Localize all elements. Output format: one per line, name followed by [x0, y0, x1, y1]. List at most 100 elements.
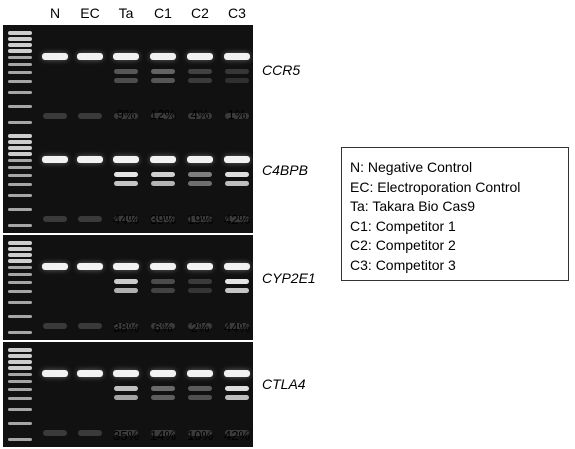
ladder-band [8, 360, 32, 364]
cleavage-band-c2 [188, 69, 212, 74]
cleavage-band-c1 [151, 386, 175, 391]
ladder-band [8, 134, 32, 138]
primer-smear [78, 216, 102, 222]
gel-panel-cyp2e1 [3, 235, 253, 340]
cleavage-band-c1 [151, 279, 175, 284]
cleavage-band-c1 [151, 172, 175, 177]
cleavage-band-c1 [151, 288, 175, 293]
cleavage-band-c2 [188, 386, 212, 391]
uncut-band-ta [113, 156, 139, 163]
ladder-band [8, 315, 32, 318]
legend-label: Takara Bio Cas9 [372, 198, 476, 214]
gene-label-ccr5: CCR5 [262, 62, 301, 78]
ladder-band [8, 281, 32, 284]
cleavage-band-c2 [188, 181, 212, 186]
cleavage-band-c3 [225, 279, 249, 284]
uncut-band-ec [77, 263, 103, 270]
lane-header-n: N [49, 5, 61, 21]
primer-smear [43, 323, 67, 329]
uncut-band-c2 [187, 156, 213, 163]
ladder-band [8, 380, 32, 383]
ladder-band [8, 241, 32, 245]
cleavage-band-c1 [151, 69, 175, 74]
cleavage-band-c3 [225, 181, 249, 186]
legend-box: N: Negative Control EC: Electroporation C… [341, 147, 569, 281]
uncut-band-n [42, 53, 68, 60]
cleavage-percent-ta: 9% [116, 107, 136, 122]
legend-item: EC: Electroporation Control [350, 178, 568, 198]
uncut-band-c2 [187, 53, 213, 60]
primer-smear [78, 323, 102, 329]
gene-label-cyp2e1: CYP2E1 [262, 270, 316, 286]
cleavage-percent-c3: 44% [223, 320, 251, 335]
ladder-band [8, 174, 32, 177]
ladder-band [8, 37, 32, 41]
ladder-band [8, 63, 32, 66]
legend-item: C3: Competitor 3 [350, 256, 568, 276]
uncut-band-n [42, 263, 68, 270]
cleavage-band-ta [114, 386, 138, 391]
cleavage-band-ta [114, 69, 138, 74]
cleavage-percent-c3: 42% [223, 428, 251, 443]
ladder-band [8, 183, 32, 186]
ladder-band [8, 194, 32, 197]
primer-smear [151, 430, 175, 436]
primer-smear [114, 113, 138, 119]
legend-code: Ta: [350, 198, 369, 214]
legend-item: N: Negative Control [350, 158, 568, 178]
cleavage-band-c3 [225, 395, 249, 400]
cleavage-band-c2 [188, 288, 212, 293]
uncut-band-ta [113, 263, 139, 270]
ladder-band [8, 397, 32, 400]
cleavage-band-ta [114, 172, 138, 177]
legend-label: Electroporation Control [377, 178, 521, 195]
ladder-band [8, 140, 32, 144]
uncut-band-c3 [224, 263, 250, 270]
lane-header-c3: C3 [228, 5, 246, 21]
primer-smear [78, 430, 102, 436]
ladder-band [8, 71, 32, 74]
legend-code: N: [350, 159, 364, 175]
cleavage-percent-ta: 35% [112, 428, 140, 443]
cleavage-percent-c1: 14% [149, 428, 177, 443]
uncut-band-ta [113, 53, 139, 60]
cleavage-percent-c1: 39% [149, 212, 177, 227]
cleavage-percent-c2: 19% [186, 212, 214, 227]
uncut-band-ta [113, 370, 139, 377]
uncut-band-c3 [224, 156, 250, 163]
ladder-band [8, 121, 32, 124]
primer-smear [188, 216, 212, 222]
legend-label: Competitor 2 [375, 237, 456, 253]
uncut-band-c1 [150, 53, 176, 60]
cleavage-band-ta [114, 279, 138, 284]
legend-code: C3: [350, 256, 372, 273]
ladder-band [8, 273, 32, 276]
cleavage-percent-ta: 38% [112, 320, 140, 335]
cleavage-percent-ta: 44% [112, 212, 140, 227]
uncut-band-c2 [187, 263, 213, 270]
cleavage-band-c3 [225, 386, 249, 391]
legend-label: Negative Control [367, 159, 473, 175]
primer-smear [114, 323, 138, 329]
ladder-band [8, 408, 32, 411]
primer-smear [151, 323, 175, 329]
ladder-band [8, 80, 32, 83]
ladder-band [8, 354, 32, 358]
uncut-band-c3 [224, 53, 250, 60]
legend-code: C1: [350, 217, 372, 234]
ladder-band [8, 105, 32, 108]
lane-header-ec: EC [80, 5, 100, 21]
legend-code: EC: [350, 178, 374, 195]
cleavage-band-ta [114, 288, 138, 293]
cleavage-band-c2 [188, 172, 212, 177]
cleavage-band-c3 [225, 172, 249, 177]
cleavage-band-c3 [225, 69, 249, 74]
cleavage-band-ta [114, 395, 138, 400]
primer-smear [225, 113, 249, 119]
uncut-band-c3 [224, 370, 250, 377]
ladder-band [8, 366, 32, 370]
ladder-band [8, 438, 32, 441]
ladder-band [8, 422, 32, 425]
cleavage-percent-c1: 12% [149, 107, 177, 122]
primer-smear [114, 216, 138, 222]
